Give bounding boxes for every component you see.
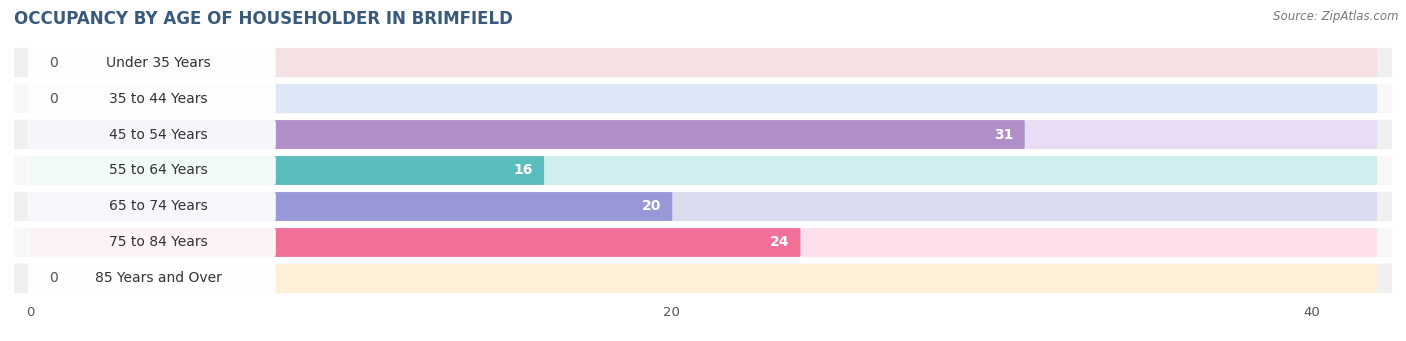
- FancyBboxPatch shape: [28, 155, 276, 186]
- FancyBboxPatch shape: [28, 228, 800, 257]
- FancyBboxPatch shape: [28, 84, 1378, 113]
- FancyBboxPatch shape: [14, 156, 1392, 185]
- Text: 75 to 84 Years: 75 to 84 Years: [108, 236, 208, 250]
- FancyBboxPatch shape: [14, 192, 1392, 221]
- FancyBboxPatch shape: [14, 120, 1392, 149]
- FancyBboxPatch shape: [28, 119, 276, 150]
- Text: Source: ZipAtlas.com: Source: ZipAtlas.com: [1274, 10, 1399, 23]
- Text: 0: 0: [49, 91, 58, 105]
- FancyBboxPatch shape: [28, 156, 544, 185]
- FancyBboxPatch shape: [28, 264, 1378, 293]
- Text: 85 Years and Over: 85 Years and Over: [94, 271, 222, 285]
- FancyBboxPatch shape: [28, 83, 276, 114]
- FancyBboxPatch shape: [28, 191, 276, 222]
- Text: 65 to 74 Years: 65 to 74 Years: [108, 199, 208, 213]
- FancyBboxPatch shape: [28, 263, 276, 294]
- Text: Under 35 Years: Under 35 Years: [105, 56, 211, 70]
- FancyBboxPatch shape: [28, 156, 1378, 185]
- FancyBboxPatch shape: [28, 47, 276, 78]
- FancyBboxPatch shape: [28, 120, 1378, 149]
- Text: 0: 0: [49, 271, 58, 285]
- Text: 24: 24: [770, 236, 790, 250]
- FancyBboxPatch shape: [28, 48, 1378, 77]
- FancyBboxPatch shape: [28, 227, 276, 258]
- FancyBboxPatch shape: [28, 192, 1378, 221]
- Text: 31: 31: [994, 128, 1014, 142]
- FancyBboxPatch shape: [14, 228, 1392, 257]
- FancyBboxPatch shape: [14, 264, 1392, 293]
- FancyBboxPatch shape: [14, 48, 1392, 77]
- Text: 45 to 54 Years: 45 to 54 Years: [108, 128, 208, 142]
- Text: 0: 0: [49, 56, 58, 70]
- Text: 16: 16: [513, 163, 533, 178]
- Text: OCCUPANCY BY AGE OF HOUSEHOLDER IN BRIMFIELD: OCCUPANCY BY AGE OF HOUSEHOLDER IN BRIMF…: [14, 10, 513, 28]
- FancyBboxPatch shape: [28, 228, 1378, 257]
- FancyBboxPatch shape: [28, 192, 672, 221]
- Text: 35 to 44 Years: 35 to 44 Years: [108, 91, 208, 105]
- Text: 55 to 64 Years: 55 to 64 Years: [108, 163, 208, 178]
- FancyBboxPatch shape: [14, 84, 1392, 113]
- FancyBboxPatch shape: [28, 120, 1025, 149]
- Text: 20: 20: [643, 199, 661, 213]
